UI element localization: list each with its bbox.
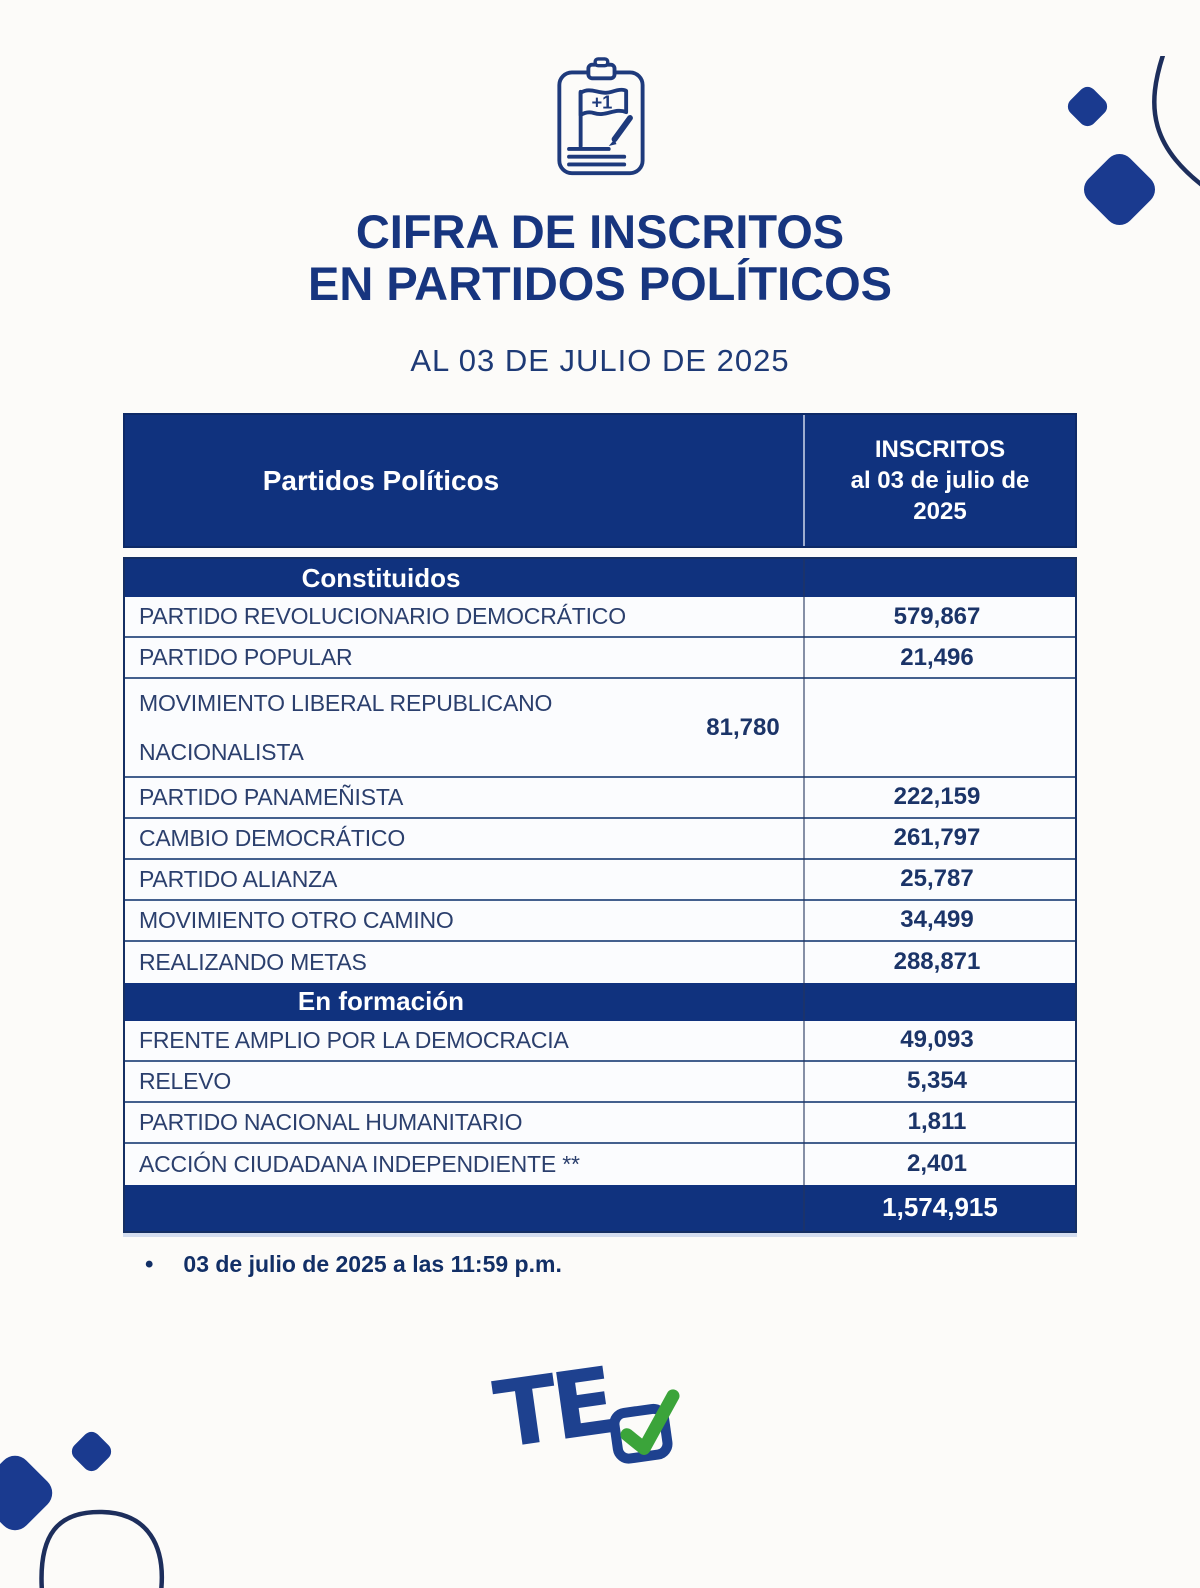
party-name: PARTIDO REVOLUCIONARIO DEMOCRÁTICO: [139, 603, 626, 630]
party-name: PARTIDO POPULAR: [139, 644, 353, 671]
table-row: MOVIMIENTO LIBERAL REPUBLICANO NACIONALI…: [125, 679, 1075, 778]
inscritos-line2: al 03 de julio de: [850, 467, 1030, 495]
registration-table: Partidos Políticos INSCRITOS al 03 de ju…: [123, 413, 1077, 1233]
table-total-row: 1,574,915: [125, 1184, 1075, 1231]
checkmark-icon: [609, 1389, 680, 1464]
page-title-line1: CIFRA DE INSCRITOS: [355, 205, 845, 258]
party-count: 25,787: [900, 865, 974, 893]
table-column-divider: [803, 559, 805, 1231]
party-count: 5,354: [906, 1067, 968, 1095]
party-count: 579,867: [893, 602, 981, 630]
party-count: 49,093: [900, 1026, 974, 1054]
column-header-partidos: Partidos Políticos: [262, 464, 500, 496]
table-row: PARTIDO NACIONAL HUMANITARIO 1,811: [125, 1103, 1075, 1144]
total-count: 1,574,915: [882, 1192, 998, 1223]
inscritos-line1: INSCRITOS: [874, 436, 1006, 464]
party-name: PARTIDO NACIONAL HUMANITARIO: [139, 1108, 523, 1135]
page-subtitle: AL 03 DE JULIO DE 2025: [410, 343, 790, 379]
table-row: REALIZANDO METAS 288,871: [125, 942, 1075, 983]
table-row: CAMBIO DEMOCRÁTICO 261,797: [125, 819, 1075, 860]
tribunal-electoral-logo: TE: [475, 1347, 725, 1488]
section-header-constituidos: Constituidos: [125, 559, 1075, 598]
party-name: REALIZANDO METAS: [139, 948, 367, 975]
party-count: 21,496: [900, 643, 974, 671]
party-name: ACCIÓN CIUDADANA INDEPENDIENTE **: [139, 1150, 580, 1177]
party-count: 81,780: [706, 713, 780, 741]
party-name: RELEVO: [139, 1067, 232, 1094]
infographic: +1 CIFRA DE INSCRITOS EN PARTIDOS POLÍTI…: [0, 56, 1200, 1488]
party-count: 261,797: [893, 824, 981, 852]
section-label: En formación: [297, 986, 465, 1017]
table-gap: [123, 548, 1077, 557]
inscritos-line3: 2025: [913, 498, 967, 526]
header-column-divider: [803, 415, 805, 547]
party-count: 1,811: [907, 1108, 967, 1136]
footnote: • 03 de julio de 2025 a las 11:59 p.m.: [123, 1251, 1077, 1279]
party-count: 34,499: [900, 906, 974, 934]
table-row: RELEVO 5,354: [125, 1062, 1075, 1103]
party-count: 288,871: [893, 948, 981, 976]
table-row: PARTIDO ALIANZA 25,787: [125, 860, 1075, 901]
party-name: MOVIMIENTO OTRO CAMINO: [139, 906, 454, 933]
table-row: MOVIMIENTO OTRO CAMINO 34,499: [125, 901, 1075, 942]
bullet-icon: •: [145, 1250, 154, 1278]
party-name: FRENTE AMPLIO POR LA DEMOCRACIA: [139, 1026, 569, 1053]
page-title: CIFRA DE INSCRITOS EN PARTIDOS POLÍTICOS: [0, 206, 1200, 309]
party-count: 222,159: [893, 783, 981, 811]
footnote-text: 03 de julio de 2025 a las 11:59 p.m.: [183, 1250, 562, 1277]
table-row: PARTIDO PANAMEÑISTA 222,159: [125, 778, 1075, 819]
table-row: PARTIDO POPULAR 21,496: [125, 638, 1075, 680]
table-header-row: Partidos Políticos INSCRITOS al 03 de ju…: [123, 413, 1077, 549]
column-header-inscritos: INSCRITOS al 03 de julio de 2025: [805, 434, 1075, 528]
party-name: CAMBIO DEMOCRÁTICO: [139, 824, 406, 851]
party-name: MOVIMIENTO LIBERAL REPUBLICANO NACIONALI…: [139, 690, 553, 765]
table-row: PARTIDO REVOLUCIONARIO DEMOCRÁTICO 579,8…: [125, 597, 1075, 639]
flag-plus-one-label: +1: [591, 91, 612, 112]
clipboard-plus-one-icon: +1: [537, 56, 663, 178]
table-row: FRENTE AMPLIO POR LA DEMOCRACIA 49,093: [125, 1021, 1075, 1062]
section-header-en-formacion: En formación: [125, 982, 1075, 1021]
section-label: Constituidos: [301, 562, 461, 593]
party-name: PARTIDO ALIANZA: [139, 865, 338, 892]
party-count: 2,401: [906, 1150, 968, 1178]
party-name: PARTIDO PANAMEÑISTA: [139, 783, 404, 810]
page-title-line2: EN PARTIDOS POLÍTICOS: [307, 256, 893, 310]
logo-te-text: TE: [488, 1347, 618, 1470]
table-body: Constituidos PARTIDO REVOLUCIONARIO DEMO…: [123, 557, 1077, 1233]
table-row: ACCIÓN CIUDADANA INDEPENDIENTE ** 2,401: [125, 1144, 1075, 1185]
